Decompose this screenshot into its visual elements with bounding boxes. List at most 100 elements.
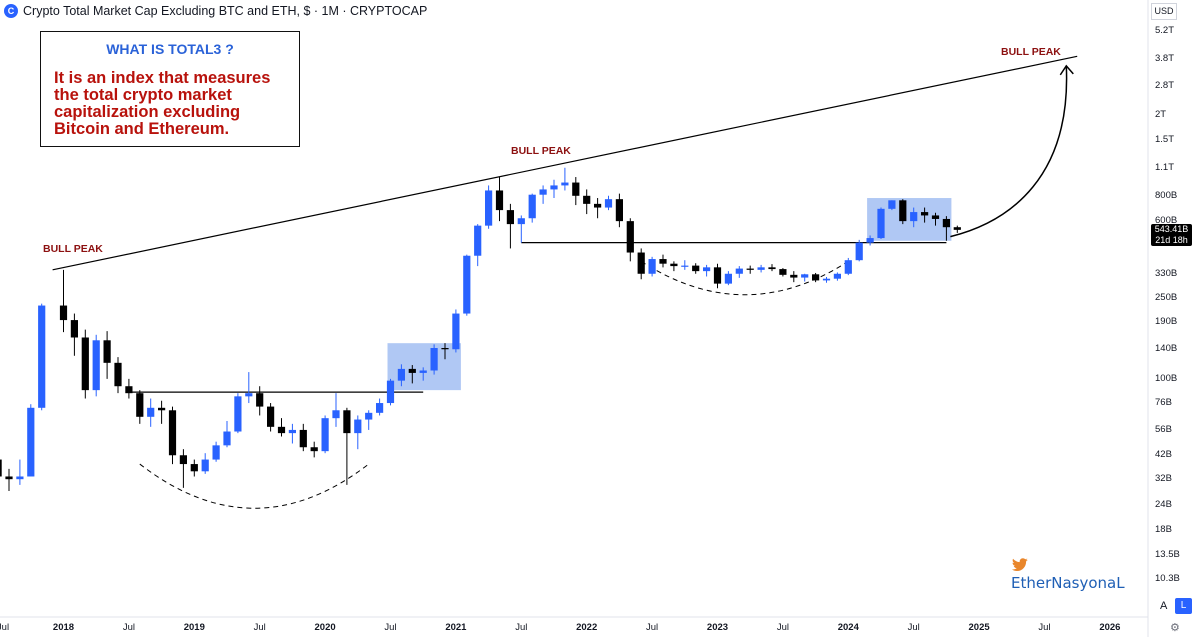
price-tick: 42B <box>1155 449 1172 461</box>
candle-body <box>572 182 580 196</box>
candle <box>38 303 46 411</box>
candle <box>899 199 907 225</box>
price-tick: 800B <box>1155 189 1178 201</box>
time-tick: 2026 <box>1099 622 1121 633</box>
candle <box>550 179 558 199</box>
candle-body <box>321 418 329 452</box>
candle-body <box>267 406 275 427</box>
candle-body <box>703 267 711 272</box>
candle-body <box>452 313 460 350</box>
candle <box>724 271 732 286</box>
candle-body <box>506 210 514 225</box>
candle <box>855 239 863 262</box>
price-tick: 1.5T <box>1155 134 1175 146</box>
candle-body <box>179 455 187 465</box>
candle <box>245 372 253 404</box>
bull-peak-label-2021: BULL PEAK <box>511 145 571 157</box>
candle-body <box>942 218 950 228</box>
candle <box>256 386 264 416</box>
candle <box>866 235 874 246</box>
time-tick: 2023 <box>706 622 729 633</box>
candle-body <box>16 476 24 480</box>
candle-body <box>27 407 35 477</box>
candle-body <box>474 225 482 256</box>
candle <box>212 441 220 462</box>
candle <box>114 357 122 394</box>
candle <box>670 261 678 272</box>
time-tick: Jul <box>776 622 789 633</box>
gear-icon[interactable]: ⚙ <box>1170 622 1180 634</box>
candle <box>506 203 514 249</box>
candle <box>234 393 242 434</box>
candle-body <box>277 426 286 434</box>
price-tick: 250B <box>1155 292 1178 304</box>
candle <box>495 177 504 222</box>
price-tick: 1.1T <box>1155 161 1175 173</box>
candle <box>822 277 831 283</box>
price-tick: 5.2T <box>1155 25 1175 36</box>
candle-body <box>779 269 787 275</box>
candle-body <box>583 195 591 204</box>
candle-body <box>365 412 373 420</box>
time-tick: 2025 <box>968 622 990 633</box>
candle <box>92 334 100 397</box>
candle-body <box>354 419 362 434</box>
candle-body <box>801 274 809 278</box>
time-tick: Jul <box>515 622 528 633</box>
candle-body <box>168 410 177 456</box>
candle-body <box>746 268 754 270</box>
candle <box>408 365 416 384</box>
log-scale-button[interactable]: L <box>1175 598 1192 614</box>
candle-body <box>844 260 852 274</box>
bull-peak-label-2018: BULL PEAK <box>43 243 103 255</box>
candle <box>583 189 591 215</box>
currency-button[interactable]: USD <box>1151 3 1177 20</box>
candle <box>888 200 896 211</box>
bull-peak-trendline <box>52 55 1078 271</box>
price-tick: 13.5B <box>1155 549 1180 561</box>
candle-body <box>561 182 569 186</box>
candle <box>953 225 961 233</box>
candle-body <box>245 393 253 397</box>
candle <box>561 167 569 191</box>
info-box: WHAT IS TOTAL3 ? It is an index that mea… <box>40 31 300 147</box>
candle <box>790 271 798 283</box>
candle <box>692 263 700 274</box>
rounding-bottom-2019 <box>139 463 370 509</box>
candle-body <box>866 238 874 243</box>
candle <box>528 193 536 223</box>
candle <box>136 390 144 424</box>
auto-scale-button[interactable]: A <box>1160 600 1168 612</box>
time-tick: Jul <box>122 622 135 633</box>
time-tick: Jul <box>646 622 659 633</box>
rounding-bottom-2023 <box>640 260 849 296</box>
candle <box>637 248 645 280</box>
info-line: capitalization excluding <box>54 103 241 121</box>
candle-body <box>103 340 111 363</box>
candle <box>539 185 547 204</box>
candle-body <box>81 337 89 391</box>
candle <box>27 404 35 477</box>
candle-body <box>539 189 547 195</box>
candle <box>190 459 198 477</box>
price-tick: 3.8T <box>1155 52 1175 64</box>
candle-body <box>463 255 471 314</box>
candle <box>103 331 111 379</box>
candle-body <box>125 386 133 394</box>
candle-body <box>713 267 722 284</box>
candle-body <box>288 429 296 434</box>
candle <box>288 423 296 444</box>
time-tick: 2021 <box>445 622 467 633</box>
candle <box>681 260 689 270</box>
candle <box>179 449 187 488</box>
candle <box>158 400 166 424</box>
candle <box>833 272 841 281</box>
candle <box>441 343 449 360</box>
candle <box>626 218 634 262</box>
candle-body <box>147 407 155 417</box>
candle <box>376 398 384 416</box>
time-tick: 2019 <box>183 622 205 633</box>
chart-title: Crypto Total Market Cap Excluding BTC an… <box>23 4 428 18</box>
candle <box>5 468 13 491</box>
